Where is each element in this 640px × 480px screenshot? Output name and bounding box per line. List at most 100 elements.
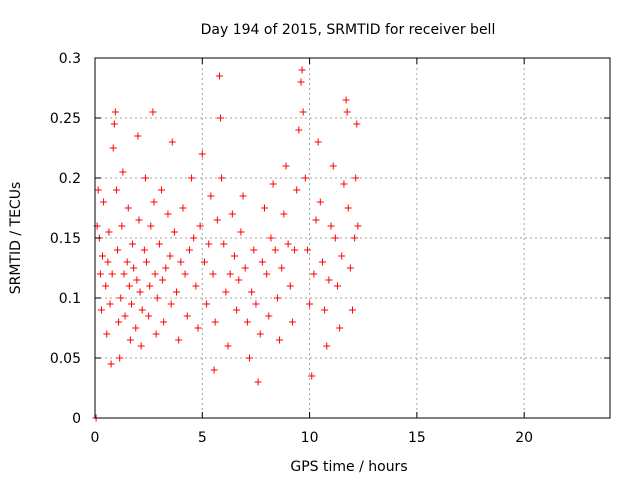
data-point [336,324,344,332]
data-point [158,186,166,194]
data-point [110,120,118,128]
data-point [111,108,119,116]
data-point [140,246,148,254]
data-point [137,342,145,350]
data-point [167,300,175,308]
data-point [301,174,309,182]
data-point [177,258,185,266]
data-point [99,252,107,260]
data-point [267,234,275,242]
data-point [261,204,269,212]
data-point [297,78,305,86]
data-point [155,240,163,248]
data-point [273,294,281,302]
data-point [179,204,187,212]
data-point [125,282,133,290]
data-point [316,198,324,206]
data-point [134,132,142,140]
data-point [343,108,351,116]
data-point [351,234,359,242]
data-point [133,276,141,284]
data-point [100,198,108,206]
data-point [239,192,247,200]
data-point [269,180,277,188]
data-point [185,246,193,254]
x-tick-label: 20 [515,430,533,446]
data-point [312,216,320,224]
data-point [280,210,288,218]
data-point [173,288,181,296]
data-point [354,222,362,230]
data-point [321,306,329,314]
y-tick-label: 0.1 [59,291,81,307]
data-point [149,108,157,116]
data-point [318,258,326,266]
data-point [115,318,123,326]
data-point [121,312,129,320]
data-point [136,288,144,296]
data-point [222,288,230,296]
data-point [286,282,294,290]
data-point [310,270,318,278]
data-point [220,240,228,248]
data-point [117,294,125,302]
data-point [170,228,178,236]
data-point [276,336,284,344]
y-tick-label: 0.25 [50,111,81,127]
data-point [340,180,348,188]
data-point [192,282,200,290]
data-point [314,138,322,146]
data-point [308,372,316,380]
data-point [126,336,134,344]
data-point [150,198,158,206]
data-point [138,306,146,314]
data-point [252,300,260,308]
data-point [164,210,172,218]
data-point [282,162,290,170]
data-point [248,288,256,296]
data-point [175,336,183,344]
data-point [104,258,112,266]
data-point [159,276,167,284]
data-point [288,318,296,326]
data-point [194,324,202,332]
x-tick-label: 5 [198,430,207,446]
data-point [97,306,105,314]
x-tick-label: 10 [301,430,319,446]
data-point [141,174,149,182]
data-point [278,264,286,272]
data-point [303,246,311,254]
data-point [226,270,234,278]
data-point [233,306,241,314]
data-point [200,258,208,266]
y-tick-label: 0.3 [59,51,81,67]
data-point [168,138,176,146]
data-point [327,222,335,230]
data-point [299,108,307,116]
data-point [291,246,299,254]
data-point [333,282,341,290]
data-point [306,300,314,308]
data-point [207,192,215,200]
data-point [237,228,245,236]
data-point [329,162,337,170]
data-point [325,276,333,284]
data-point [106,300,114,308]
x-tick-label: 0 [91,430,100,446]
data-point [151,270,159,278]
data-point [124,204,132,212]
data-point [271,246,279,254]
data-point [254,378,262,386]
data-point [323,342,331,350]
data-point [235,276,243,284]
x-tick-label: 15 [408,430,426,446]
y-tick-label: 0.2 [59,171,81,187]
data-point [353,120,361,128]
data-point [349,306,356,314]
data-point [132,324,140,332]
data-point [129,240,137,248]
data-point [209,270,217,278]
data-point [298,66,306,74]
grid-lines [95,58,610,418]
